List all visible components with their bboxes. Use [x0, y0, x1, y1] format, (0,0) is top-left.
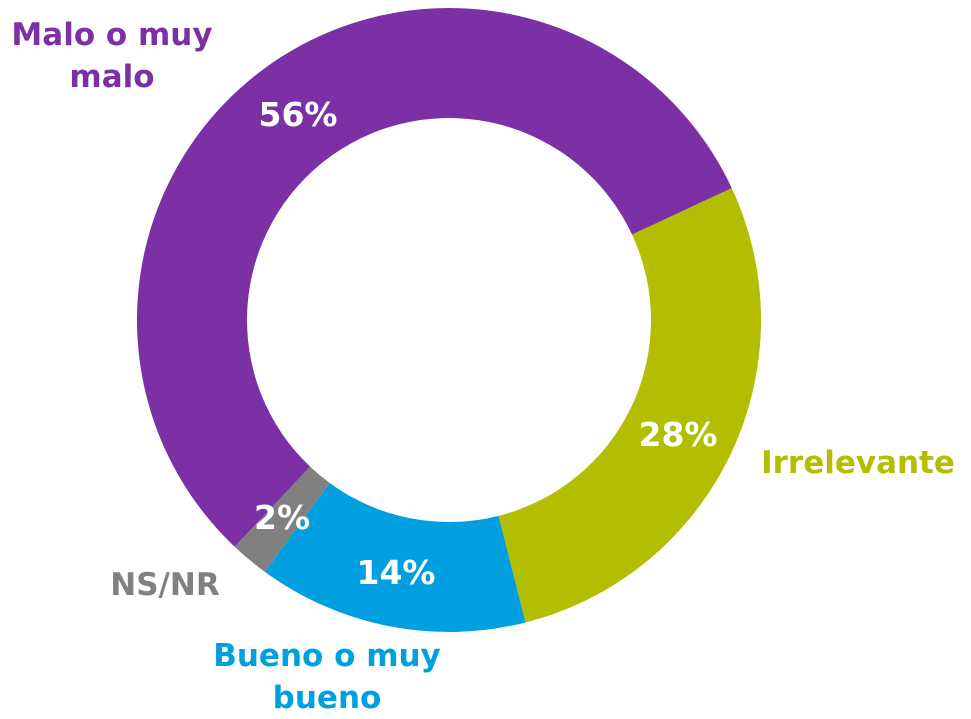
category-label: Irrelevante — [761, 445, 955, 481]
value-label: 14% — [356, 553, 436, 592]
value-label: 28% — [638, 415, 718, 454]
donut-segment — [264, 483, 526, 632]
category-label: NS/NR — [110, 567, 220, 603]
donut-segment — [498, 188, 761, 623]
donut-segment — [234, 466, 330, 572]
category-label: Bueno o muy bueno — [213, 638, 441, 716]
donut-segment — [136, 7, 732, 547]
value-label: 56% — [258, 95, 338, 134]
value-label: 2% — [253, 498, 311, 537]
category-label: Malo o muy malo — [11, 17, 213, 95]
